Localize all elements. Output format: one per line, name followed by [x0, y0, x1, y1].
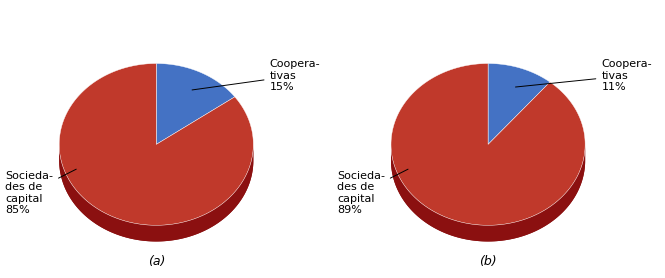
Polygon shape	[391, 63, 585, 225]
Polygon shape	[59, 63, 253, 225]
Text: Coopera-
tivas
15%: Coopera- tivas 15%	[192, 59, 320, 92]
Polygon shape	[156, 63, 235, 144]
Polygon shape	[391, 144, 585, 242]
Polygon shape	[488, 63, 550, 144]
Text: (a): (a)	[148, 255, 165, 269]
Text: (b): (b)	[479, 255, 497, 269]
Text: Socieda-
des de
capital
85%: Socieda- des de capital 85%	[5, 169, 76, 215]
Polygon shape	[59, 144, 253, 242]
Polygon shape	[59, 145, 253, 242]
Polygon shape	[391, 145, 585, 242]
Text: Socieda-
des de
capital
89%: Socieda- des de capital 89%	[337, 169, 408, 215]
Text: Coopera-
tivas
11%: Coopera- tivas 11%	[515, 59, 652, 92]
